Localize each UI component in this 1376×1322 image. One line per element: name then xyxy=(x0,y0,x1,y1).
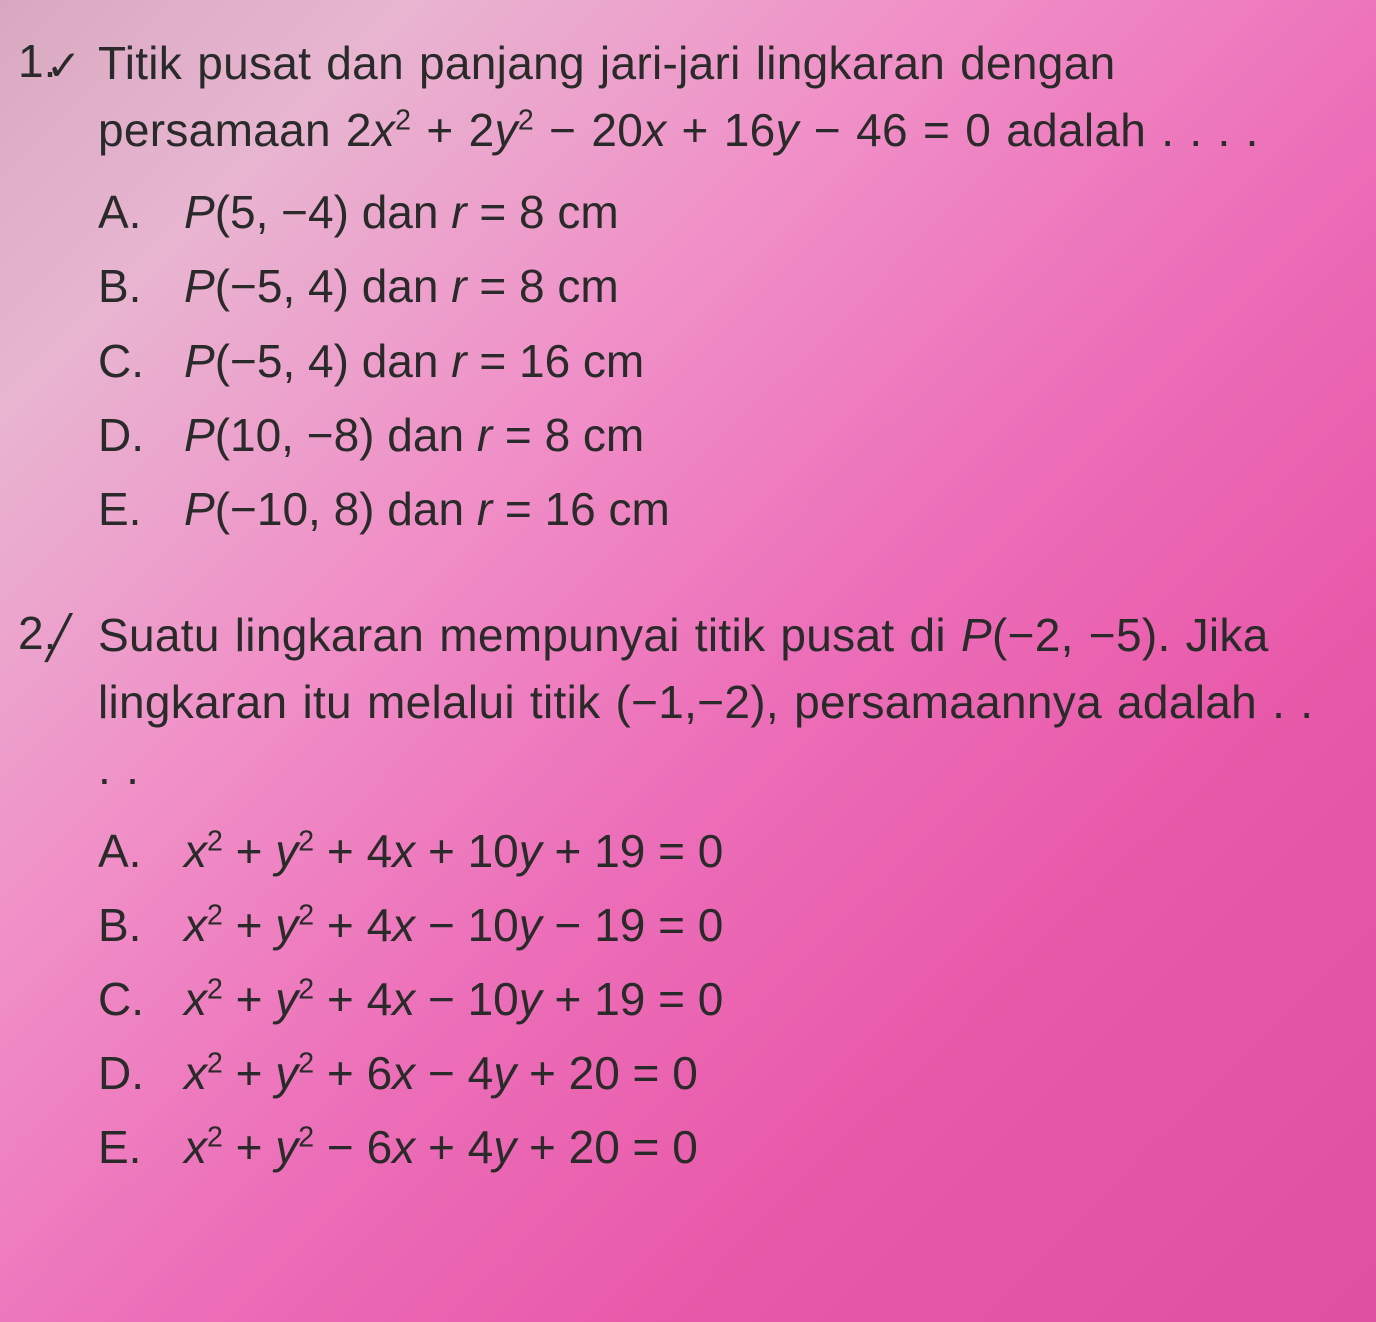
option-letter: D. xyxy=(98,404,184,466)
number-text: 2. xyxy=(18,607,56,659)
option-letter: E. xyxy=(98,1116,184,1178)
option-letter: C. xyxy=(98,968,184,1030)
option-text: P(−5, 4) dan r = 8 cm xyxy=(184,255,1336,317)
option-text: x2 + y2 + 4x + 10y + 19 = 0 xyxy=(184,820,1336,882)
option-b: B. x2 + y2 + 4x − 10y − 19 = 0 xyxy=(98,894,1336,956)
option-letter: C. xyxy=(98,330,184,392)
option-letter: A. xyxy=(98,820,184,882)
option-text: x2 + y2 + 4x − 10y − 19 = 0 xyxy=(184,894,1336,956)
option-text: x2 + y2 − 6x + 4y + 20 = 0 xyxy=(184,1116,1336,1178)
option-text: x2 + y2 + 4x − 10y + 19 = 0 xyxy=(184,968,1336,1030)
option-text: P(−5, 4) dan r = 16 cm xyxy=(184,330,1336,392)
option-c: C. P(−5, 4) dan r = 16 cm xyxy=(98,330,1336,392)
question-1: 1. ✓ Titik pusat dan panjang jari-jari l… xyxy=(10,30,1336,552)
option-text: x2 + y2 + 6x − 4y + 20 = 0 xyxy=(184,1042,1336,1104)
option-a: A. P(5, −4) dan r = 8 cm xyxy=(98,181,1336,243)
question-2: 2. ╱ Suatu lingkaran mempunyai titik pus… xyxy=(10,602,1336,1191)
option-letter: E. xyxy=(98,478,184,540)
question-2-stem: Suatu lingkaran mempunyai titik pusat di… xyxy=(98,602,1336,802)
option-text: P(−10, 8) dan r = 16 cm xyxy=(184,478,1336,540)
option-e: E. x2 + y2 − 6x + 4y + 20 = 0 xyxy=(98,1116,1336,1178)
option-letter: A. xyxy=(98,181,184,243)
option-a: A. x2 + y2 + 4x + 10y + 19 = 0 xyxy=(98,820,1336,882)
question-2-options: A. x2 + y2 + 4x + 10y + 19 = 0 B. x2 + y… xyxy=(98,820,1336,1178)
page: 1. ✓ Titik pusat dan panjang jari-jari l… xyxy=(0,0,1376,1280)
option-letter: B. xyxy=(98,894,184,956)
question-2-row: 2. ╱ Suatu lingkaran mempunyai titik pus… xyxy=(10,602,1336,1191)
option-b: B. P(−5, 4) dan r = 8 cm xyxy=(98,255,1336,317)
option-e: E. P(−10, 8) dan r = 16 cm xyxy=(98,478,1336,540)
option-text: P(5, −4) dan r = 8 cm xyxy=(184,181,1336,243)
option-text: P(10, −8) dan r = 8 cm xyxy=(184,404,1336,466)
question-2-body: Suatu lingkaran mempunyai titik pusat di… xyxy=(98,602,1336,1191)
option-c: C. x2 + y2 + 4x − 10y + 19 = 0 xyxy=(98,968,1336,1030)
question-2-number: 2. ╱ xyxy=(10,602,98,664)
option-letter: D. xyxy=(98,1042,184,1104)
option-letter: B. xyxy=(98,255,184,317)
option-d: D. P(10, −8) dan r = 8 cm xyxy=(98,404,1336,466)
question-1-stem: Titik pusat dan panjang jari-jari lingka… xyxy=(98,30,1336,163)
question-1-row: 1. ✓ Titik pusat dan panjang jari-jari l… xyxy=(10,30,1336,552)
question-1-options: A. P(5, −4) dan r = 8 cm B. P(−5, 4) dan… xyxy=(98,181,1336,539)
question-1-number: 1. ✓ xyxy=(10,30,98,92)
option-d: D. x2 + y2 + 6x − 4y + 20 = 0 xyxy=(98,1042,1336,1104)
question-1-body: Titik pusat dan panjang jari-jari lingka… xyxy=(98,30,1336,552)
number-text: 1. xyxy=(18,35,56,87)
